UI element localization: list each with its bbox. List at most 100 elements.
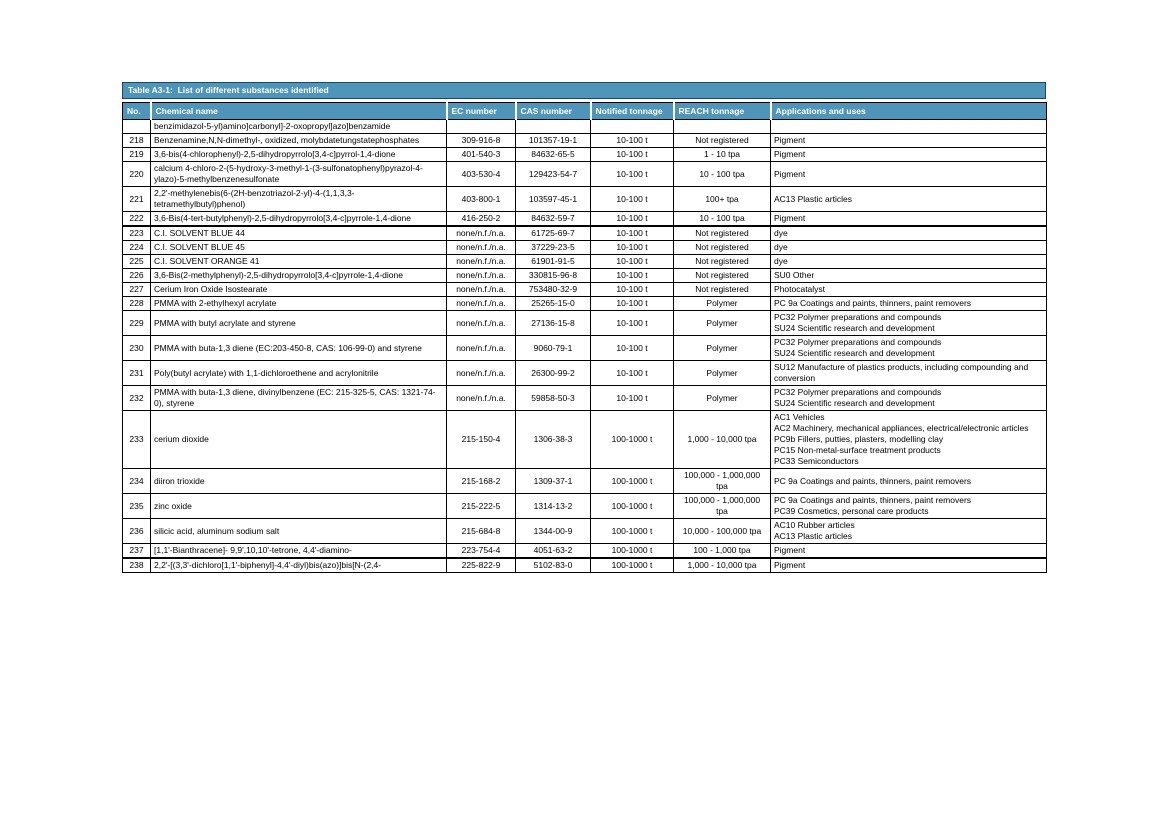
cell-notified-tonnage: 10-100 t xyxy=(590,225,674,241)
cell-notified-tonnage: 10-100 t xyxy=(590,211,674,227)
cell-notified-tonnage: 100-1000 t xyxy=(590,410,674,469)
cell-ec-number: 223-754-4 xyxy=(446,543,516,559)
cell-reach-tonnage: Polymer xyxy=(673,360,771,386)
cell-ec-number: 215-684-8 xyxy=(446,518,516,544)
application-line: Pigment xyxy=(774,213,806,223)
cell-reach-tonnage: Polymer xyxy=(673,335,771,361)
table-row: 221 2,2'-methylenebis(6-(2H-benzotriazol-… xyxy=(122,186,1047,212)
cell-notified-tonnage: 10-100 t xyxy=(590,186,674,212)
cell-chemical-name: PMMA with buta-1,3 diene, divinylbenzene… xyxy=(150,385,447,411)
application-line: PC15 Non-metal-surface treatment product… xyxy=(774,445,941,455)
cell-reach-tonnage: Not registered xyxy=(673,254,771,269)
cell-chemical-name: cerium dioxide xyxy=(150,410,447,469)
cell-cas-number: 27136-15-8 xyxy=(515,310,591,336)
application-line: SU12 Manufacture of plastics products, i… xyxy=(774,362,1029,383)
cell-chemical-name: benzimidazol-5-yl)amino]carbonyl]-2-oxop… xyxy=(150,119,447,134)
application-line: PC 9a Coatings and paints, thinners, pai… xyxy=(774,298,972,308)
cell-applications: Pigment xyxy=(770,557,1047,573)
cell-applications: dye xyxy=(770,240,1047,255)
col-header-applications: Applications and uses xyxy=(770,102,1047,120)
cell-cas-number: 26300-99-2 xyxy=(515,360,591,386)
cell-reach-tonnage: Not registered xyxy=(673,133,771,148)
cell-applications: PC32 Polymer preparations and compounds S… xyxy=(770,335,1047,361)
cell-ec-number: 215-222-5 xyxy=(446,493,516,519)
cell-cas-number: 9060-79-1 xyxy=(515,335,591,361)
col-header-cas-number: CAS number xyxy=(515,102,592,120)
cell-no: 225 xyxy=(122,254,151,269)
cell-reach-tonnage: Not registered xyxy=(673,268,771,283)
cell-notified-tonnage: 100-1000 t xyxy=(590,543,674,559)
cell-ec-number: 309-916-8 xyxy=(446,133,516,148)
cell-cas-number: 1309-37-1 xyxy=(515,468,591,494)
cell-chemical-name: Cerium Iron Oxide Isostearate xyxy=(150,282,447,297)
cell-ec-number: none/n.f./n.a. xyxy=(446,254,516,269)
cell-cas-number xyxy=(515,119,591,134)
cell-notified-tonnage: 10-100 t xyxy=(590,268,674,283)
cell-cas-number: 753480-32-9 xyxy=(515,282,591,297)
cell-chemical-name: 3,6-Bis(2-methylphenyl)-2,5-dihydropyrro… xyxy=(150,268,447,283)
cell-applications: Photocatalyst xyxy=(770,282,1047,297)
cell-chemical-name: zinc oxide xyxy=(150,493,447,519)
table-row: 222 3,6-Bis(4-tert-butylphenyl)-2,5-dihyd… xyxy=(122,211,1047,227)
cell-notified-tonnage: 10-100 t xyxy=(590,161,674,187)
cell-ec-number: none/n.f./n.a. xyxy=(446,225,516,241)
cell-no: 230 xyxy=(122,335,151,361)
table-title: Table A3-1: List of different substances… xyxy=(122,82,1046,99)
cell-cas-number: 61725-69-7 xyxy=(515,225,591,241)
cell-cas-number: 5102-83-0 xyxy=(515,557,591,573)
cell-notified-tonnage: 10-100 t xyxy=(590,335,674,361)
application-line: AC1 Vehicles xyxy=(774,412,825,422)
cell-notified-tonnage: 100-1000 t xyxy=(590,468,674,494)
application-line: dye xyxy=(774,256,788,266)
cell-no: 226 xyxy=(122,268,151,283)
application-line: dye xyxy=(774,228,788,238)
col-header-ec-number: EC number xyxy=(446,102,517,120)
cell-notified-tonnage: 10-100 t xyxy=(590,360,674,386)
cell-notified-tonnage: 100-1000 t xyxy=(590,493,674,519)
cell-reach-tonnage: 10,000 - 100,000 tpa xyxy=(673,518,771,544)
application-line: AC10 Rubber articles xyxy=(774,520,855,530)
cell-reach-tonnage: 1,000 - 10,000 tpa xyxy=(673,410,771,469)
application-line: PC33 Semiconductors xyxy=(774,456,859,466)
cell-ec-number: 215-150-4 xyxy=(446,410,516,469)
cell-ec-number: none/n.f./n.a. xyxy=(446,296,516,311)
cell-reach-tonnage: 10 - 100 tpa xyxy=(673,161,771,187)
cell-cas-number: 61901-91-5 xyxy=(515,254,591,269)
application-line: SU24 Scientific research and development xyxy=(774,348,935,358)
cell-reach-tonnage: 100 - 1,000 tpa xyxy=(673,543,771,559)
application-line: AC13 Plastic articles xyxy=(774,531,852,541)
cell-no: 234 xyxy=(122,468,151,494)
cell-chemical-name: 2,2'-[(3,3'-dichloro[1,1'-biphenyl]-4,4'… xyxy=(150,557,447,573)
cell-ec-number: none/n.f./n.a. xyxy=(446,310,516,336)
application-line: Pigment xyxy=(774,149,806,159)
cell-cas-number: 1306-38-3 xyxy=(515,410,591,469)
cell-no: 235 xyxy=(122,493,151,519)
application-line: PC39 Cosmetics, personal care products xyxy=(774,506,929,516)
cell-applications: Pigment xyxy=(770,161,1047,187)
cell-notified-tonnage: 10-100 t xyxy=(590,254,674,269)
substances-tbody: benzimidazol-5-yl)amino]carbonyl]-2-oxop… xyxy=(122,119,1047,573)
cell-no: 237 xyxy=(122,543,151,559)
cell-notified-tonnage: 10-100 t xyxy=(590,282,674,297)
cell-no: 232 xyxy=(122,385,151,411)
cell-reach-tonnage: 1,000 - 10,000 tpa xyxy=(673,557,771,573)
cell-ec-number: none/n.f./n.a. xyxy=(446,268,516,283)
cell-cas-number: 84632-65-5 xyxy=(515,147,591,162)
table-row: benzimidazol-5-yl)amino]carbonyl]-2-oxop… xyxy=(122,119,1047,134)
cell-ec-number: 403-530-4 xyxy=(446,161,516,187)
cell-applications: AC13 Plastic articles xyxy=(770,186,1047,212)
cell-cas-number: 25265-15-0 xyxy=(515,296,591,311)
cell-applications: dye xyxy=(770,225,1047,241)
cell-applications: SU0 Other xyxy=(770,268,1047,283)
cell-no: 236 xyxy=(122,518,151,544)
cell-reach-tonnage: 10 - 100 tpa xyxy=(673,211,771,227)
cell-chemical-name: PMMA with buta-1,3 diene (EC:203-450-8, … xyxy=(150,335,447,361)
cell-reach-tonnage: Not registered xyxy=(673,282,771,297)
cell-applications: PC32 Polymer preparations and compounds S… xyxy=(770,310,1047,336)
col-header-reach-tonnage: REACH tonnage xyxy=(673,102,772,120)
cell-reach-tonnage: Not registered xyxy=(673,240,771,255)
cell-no xyxy=(122,119,151,134)
cell-no: 223 xyxy=(122,225,151,241)
header-row: No. Chemical name EC number CAS number N… xyxy=(122,102,1047,120)
